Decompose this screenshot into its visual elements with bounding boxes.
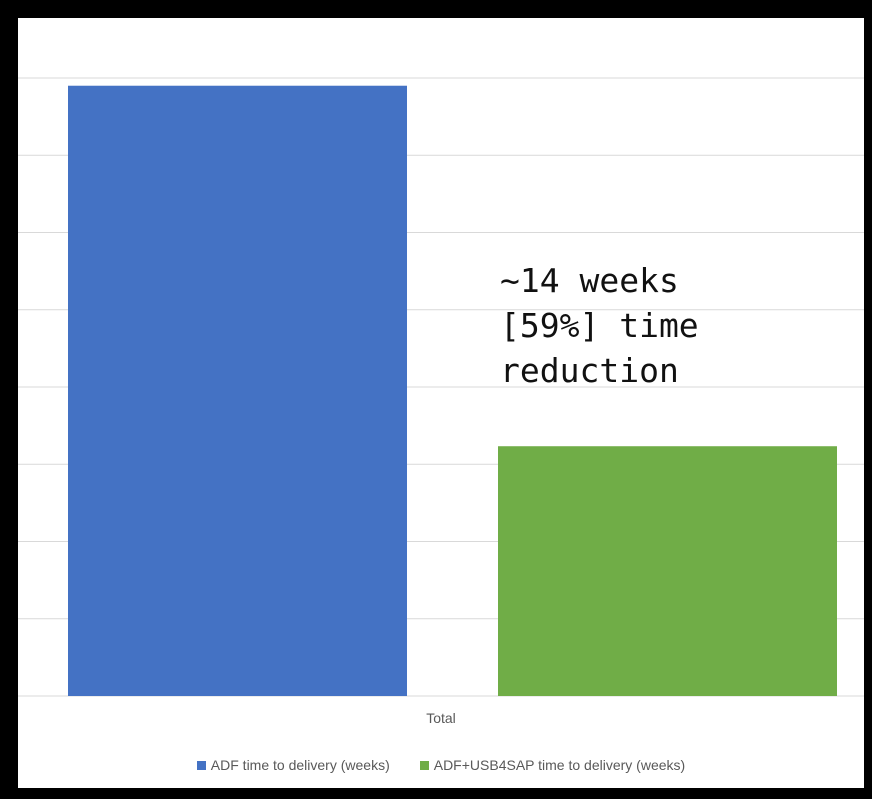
legend-label-adf: ADF time to delivery (weeks) — [210, 757, 390, 773]
legend: ADF time to delivery (weeks) ADF+USB4SAP… — [18, 757, 864, 773]
bar-series-1 — [68, 85, 407, 697]
bar-series-2 — [498, 446, 837, 696]
annotation-line-2: [59%] time — [500, 306, 699, 345]
legend-swatch-adf — [196, 760, 206, 770]
chart-frame: ~14 weeks [59%] time reduction Total ADF… — [18, 18, 864, 788]
legend-item-usb4sap: ADF+USB4SAP time to delivery (weeks) — [419, 757, 686, 773]
reduction-annotation: ~14 weeks [59%] time reduction — [500, 258, 699, 393]
annotation-line-3: reduction — [500, 351, 679, 390]
legend-item-adf: ADF time to delivery (weeks) — [196, 757, 390, 773]
annotation-line-1: ~14 weeks — [500, 261, 679, 300]
bar-chart — [18, 77, 864, 697]
legend-label-usb4sap: ADF+USB4SAP time to delivery (weeks) — [433, 757, 686, 773]
category-label: Total — [426, 710, 456, 726]
legend-swatch-usb4sap — [419, 760, 429, 770]
